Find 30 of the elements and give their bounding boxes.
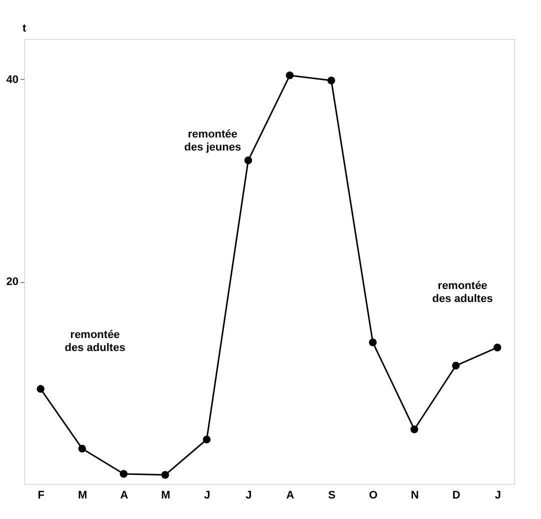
point — [36, 385, 44, 393]
annotation: remontée des adultes — [64, 328, 126, 354]
point — [494, 344, 502, 352]
point — [286, 72, 294, 80]
point — [244, 156, 252, 164]
y-axis-title: t — [22, 22, 26, 34]
x-tick-label: J — [204, 490, 210, 502]
annotation: remontée des adultes — [432, 280, 493, 305]
x-tick-label: N — [410, 490, 419, 502]
x-tick-label: S — [328, 490, 336, 502]
x-tick-label: F — [38, 490, 45, 502]
x-tick-label: O — [369, 490, 378, 502]
point — [78, 444, 86, 452]
y-tick-label: 40 — [6, 74, 18, 86]
point — [410, 426, 418, 434]
annotation: remontée des jeunes — [184, 128, 242, 154]
point — [161, 471, 170, 479]
point — [327, 76, 336, 84]
x-tick-label: J — [494, 490, 501, 502]
x-tick-label: M — [78, 490, 88, 502]
point — [452, 362, 460, 370]
x-tick-label: A — [120, 490, 128, 502]
x-tick-label: M — [161, 490, 170, 502]
x-tick-label: J — [246, 490, 252, 502]
point — [368, 338, 377, 346]
x-tick-label: D — [452, 490, 460, 502]
point — [120, 470, 128, 478]
y-tick-label: 20 — [6, 276, 18, 288]
point — [202, 436, 211, 444]
x-tick-label: A — [286, 490, 294, 502]
